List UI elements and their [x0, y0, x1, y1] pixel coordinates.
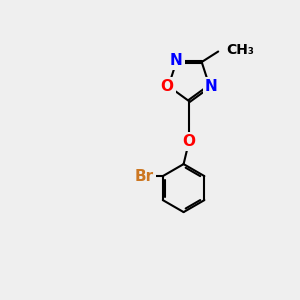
- Text: O: O: [182, 134, 196, 149]
- Text: N: N: [170, 53, 183, 68]
- Text: CH₃: CH₃: [226, 43, 254, 57]
- Text: N: N: [205, 79, 218, 94]
- Text: Br: Br: [135, 169, 154, 184]
- Text: O: O: [160, 79, 173, 94]
